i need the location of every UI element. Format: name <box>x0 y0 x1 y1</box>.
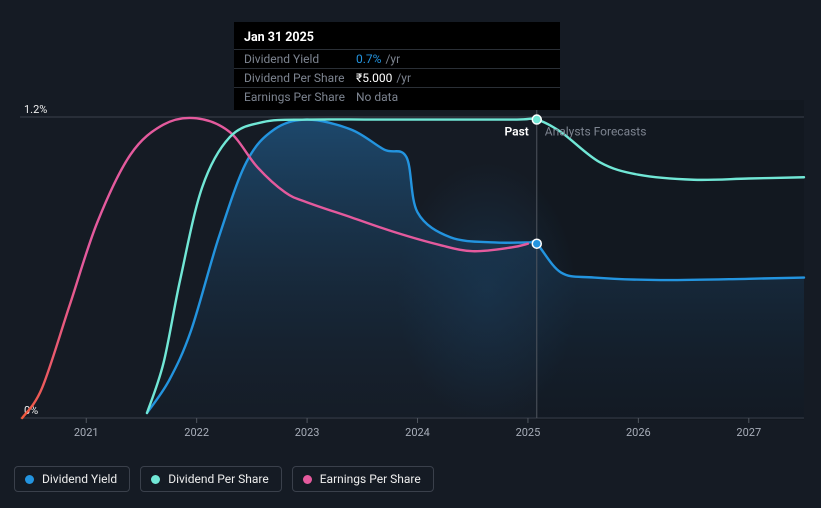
legend-item[interactable]: Dividend Yield <box>14 466 130 492</box>
legend-label: Dividend Yield <box>42 472 117 486</box>
tooltip-label: Dividend Per Share <box>244 71 356 85</box>
tooltip-value: 0.7% <box>356 52 381 66</box>
svg-text:2021: 2021 <box>74 426 99 439</box>
dividend-chart: 0%1.2%2021202220232024202520262027PastAn… <box>0 0 821 508</box>
svg-text:Past: Past <box>504 125 528 139</box>
chart-tooltip: Jan 31 2025 Dividend Yield0.7%/yrDividen… <box>234 22 560 110</box>
legend-item[interactable]: Earnings Per Share <box>292 466 434 492</box>
legend-label: Dividend Per Share <box>168 472 269 486</box>
svg-text:2027: 2027 <box>736 426 761 439</box>
legend-item[interactable]: Dividend Per Share <box>140 466 282 492</box>
tooltip-label: Dividend Yield <box>244 52 356 66</box>
legend-dot <box>303 475 312 484</box>
legend-dot <box>151 475 160 484</box>
tooltip-unit: /yr <box>385 52 400 66</box>
svg-text:2026: 2026 <box>626 426 651 439</box>
tooltip-nodata: No data <box>356 90 398 104</box>
svg-text:1.2%: 1.2% <box>24 103 47 116</box>
legend-dot <box>25 475 34 484</box>
tooltip-unit: /yr <box>396 71 411 85</box>
tooltip-value: ₹5.000 <box>356 71 392 85</box>
chart-legend: Dividend Yield Dividend Per Share Earnings… <box>14 466 434 492</box>
svg-text:Analysts Forecasts: Analysts Forecasts <box>545 125 647 139</box>
svg-text:2023: 2023 <box>295 426 320 439</box>
tooltip-label: Earnings Per Share <box>244 90 356 104</box>
svg-text:2024: 2024 <box>405 426 430 439</box>
svg-text:2022: 2022 <box>184 426 209 439</box>
tooltip-row: Dividend Yield0.7% /yr <box>234 49 560 68</box>
tooltip-date: Jan 31 2025 <box>234 28 560 49</box>
legend-label: Earnings Per Share <box>320 472 421 486</box>
svg-text:2025: 2025 <box>516 426 541 439</box>
tooltip-row: Earnings Per ShareNo data <box>234 87 560 106</box>
tooltip-row: Dividend Per Share₹5.000/yr <box>234 68 560 87</box>
tooltip-rows: Dividend Yield0.7%/yrDividend Per Share₹… <box>234 49 560 106</box>
